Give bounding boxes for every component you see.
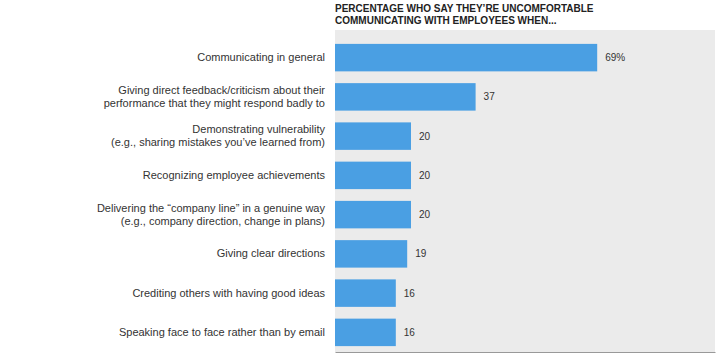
y-tick-label: Speaking face to face rather than by ema…: [119, 326, 325, 338]
plot-background: [335, 30, 715, 352]
y-tick-label-line: Demonstrating vulnerability: [192, 123, 325, 135]
data-label: 19: [415, 248, 427, 259]
data-label: 20: [419, 209, 431, 220]
y-tick-label-line: Communicating in general: [197, 51, 325, 63]
y-tick-label-line: Delivering the “company line” in a genui…: [97, 202, 326, 214]
data-label: 16: [404, 327, 416, 338]
y-tick: Demonstrating vulnerability(e.g., sharin…: [111, 123, 333, 148]
y-tick-label: Giving clear directions: [217, 247, 326, 259]
bar: [335, 162, 411, 189]
bars: [335, 44, 597, 346]
y-tick-label-line: Recognizing employee achievements: [143, 169, 326, 181]
y-tick-label: Recognizing employee achievements: [143, 169, 326, 181]
bar: [335, 240, 407, 267]
y-tick: Recognizing employee achievements: [143, 169, 333, 181]
bar: [335, 201, 411, 228]
title: PERCENTAGE WHO SAY THEY’RE UNCOMFORTABLE…: [335, 3, 594, 26]
data-label: 16: [404, 288, 416, 299]
chart: PERCENTAGE WHO SAY THEY’RE UNCOMFORTABLE…: [0, 0, 725, 360]
data-label: 20: [419, 170, 431, 181]
y-tick: Giving clear directions: [217, 247, 333, 259]
y-tick: Delivering the “company line” in a genui…: [97, 202, 333, 227]
data-label: 69%: [605, 52, 625, 63]
y-tick-label-line: Speaking face to face rather than by ema…: [119, 326, 325, 338]
y-tick: Communicating in general: [197, 51, 333, 63]
title-line: PERCENTAGE WHO SAY THEY’RE UNCOMFORTABLE: [335, 3, 594, 14]
y-tick-label: Communicating in general: [197, 51, 325, 63]
bar: [335, 83, 476, 110]
bar: [335, 122, 411, 149]
y-tick-label: Demonstrating vulnerability(e.g., sharin…: [111, 123, 325, 148]
y-tick-label-line: (e.g., company direction, change in plan…: [121, 215, 325, 227]
y-tick-label-line: Giving clear directions: [217, 247, 326, 259]
y-tick-label: Giving direct feedback/criticism about t…: [104, 84, 326, 109]
x-axis-line: [336, 352, 716, 353]
y-tick: Crediting others with having good ideas: [132, 287, 333, 299]
y-axis: Communicating in general Giving direct fe…: [97, 51, 333, 338]
bar: [335, 279, 396, 306]
data-labels: 69% 37 20 20 20 19 16 16: [404, 52, 626, 338]
x-axis: [336, 352, 716, 353]
bar: [335, 319, 396, 346]
y-tick-label: Crediting others with having good ideas: [132, 287, 325, 299]
data-label: 20: [419, 131, 431, 142]
y-tick-label-line: performance that they might respond badl…: [104, 97, 325, 109]
y-tick: Giving direct feedback/criticism about t…: [104, 84, 333, 109]
y-tick-label-line: Crediting others with having good ideas: [132, 287, 325, 299]
title-line: COMMUNICATING WITH EMPLOYEES WHEN...: [335, 15, 557, 26]
y-tick: Speaking face to face rather than by ema…: [119, 326, 333, 338]
data-label: 37: [484, 91, 496, 102]
y-tick-label: Delivering the “company line” in a genui…: [97, 202, 326, 227]
bar: [335, 44, 597, 71]
y-tick-label-line: Giving direct feedback/criticism about t…: [118, 84, 325, 96]
y-tick-label-line: (e.g., sharing mistakes you’ve learned f…: [111, 136, 325, 148]
